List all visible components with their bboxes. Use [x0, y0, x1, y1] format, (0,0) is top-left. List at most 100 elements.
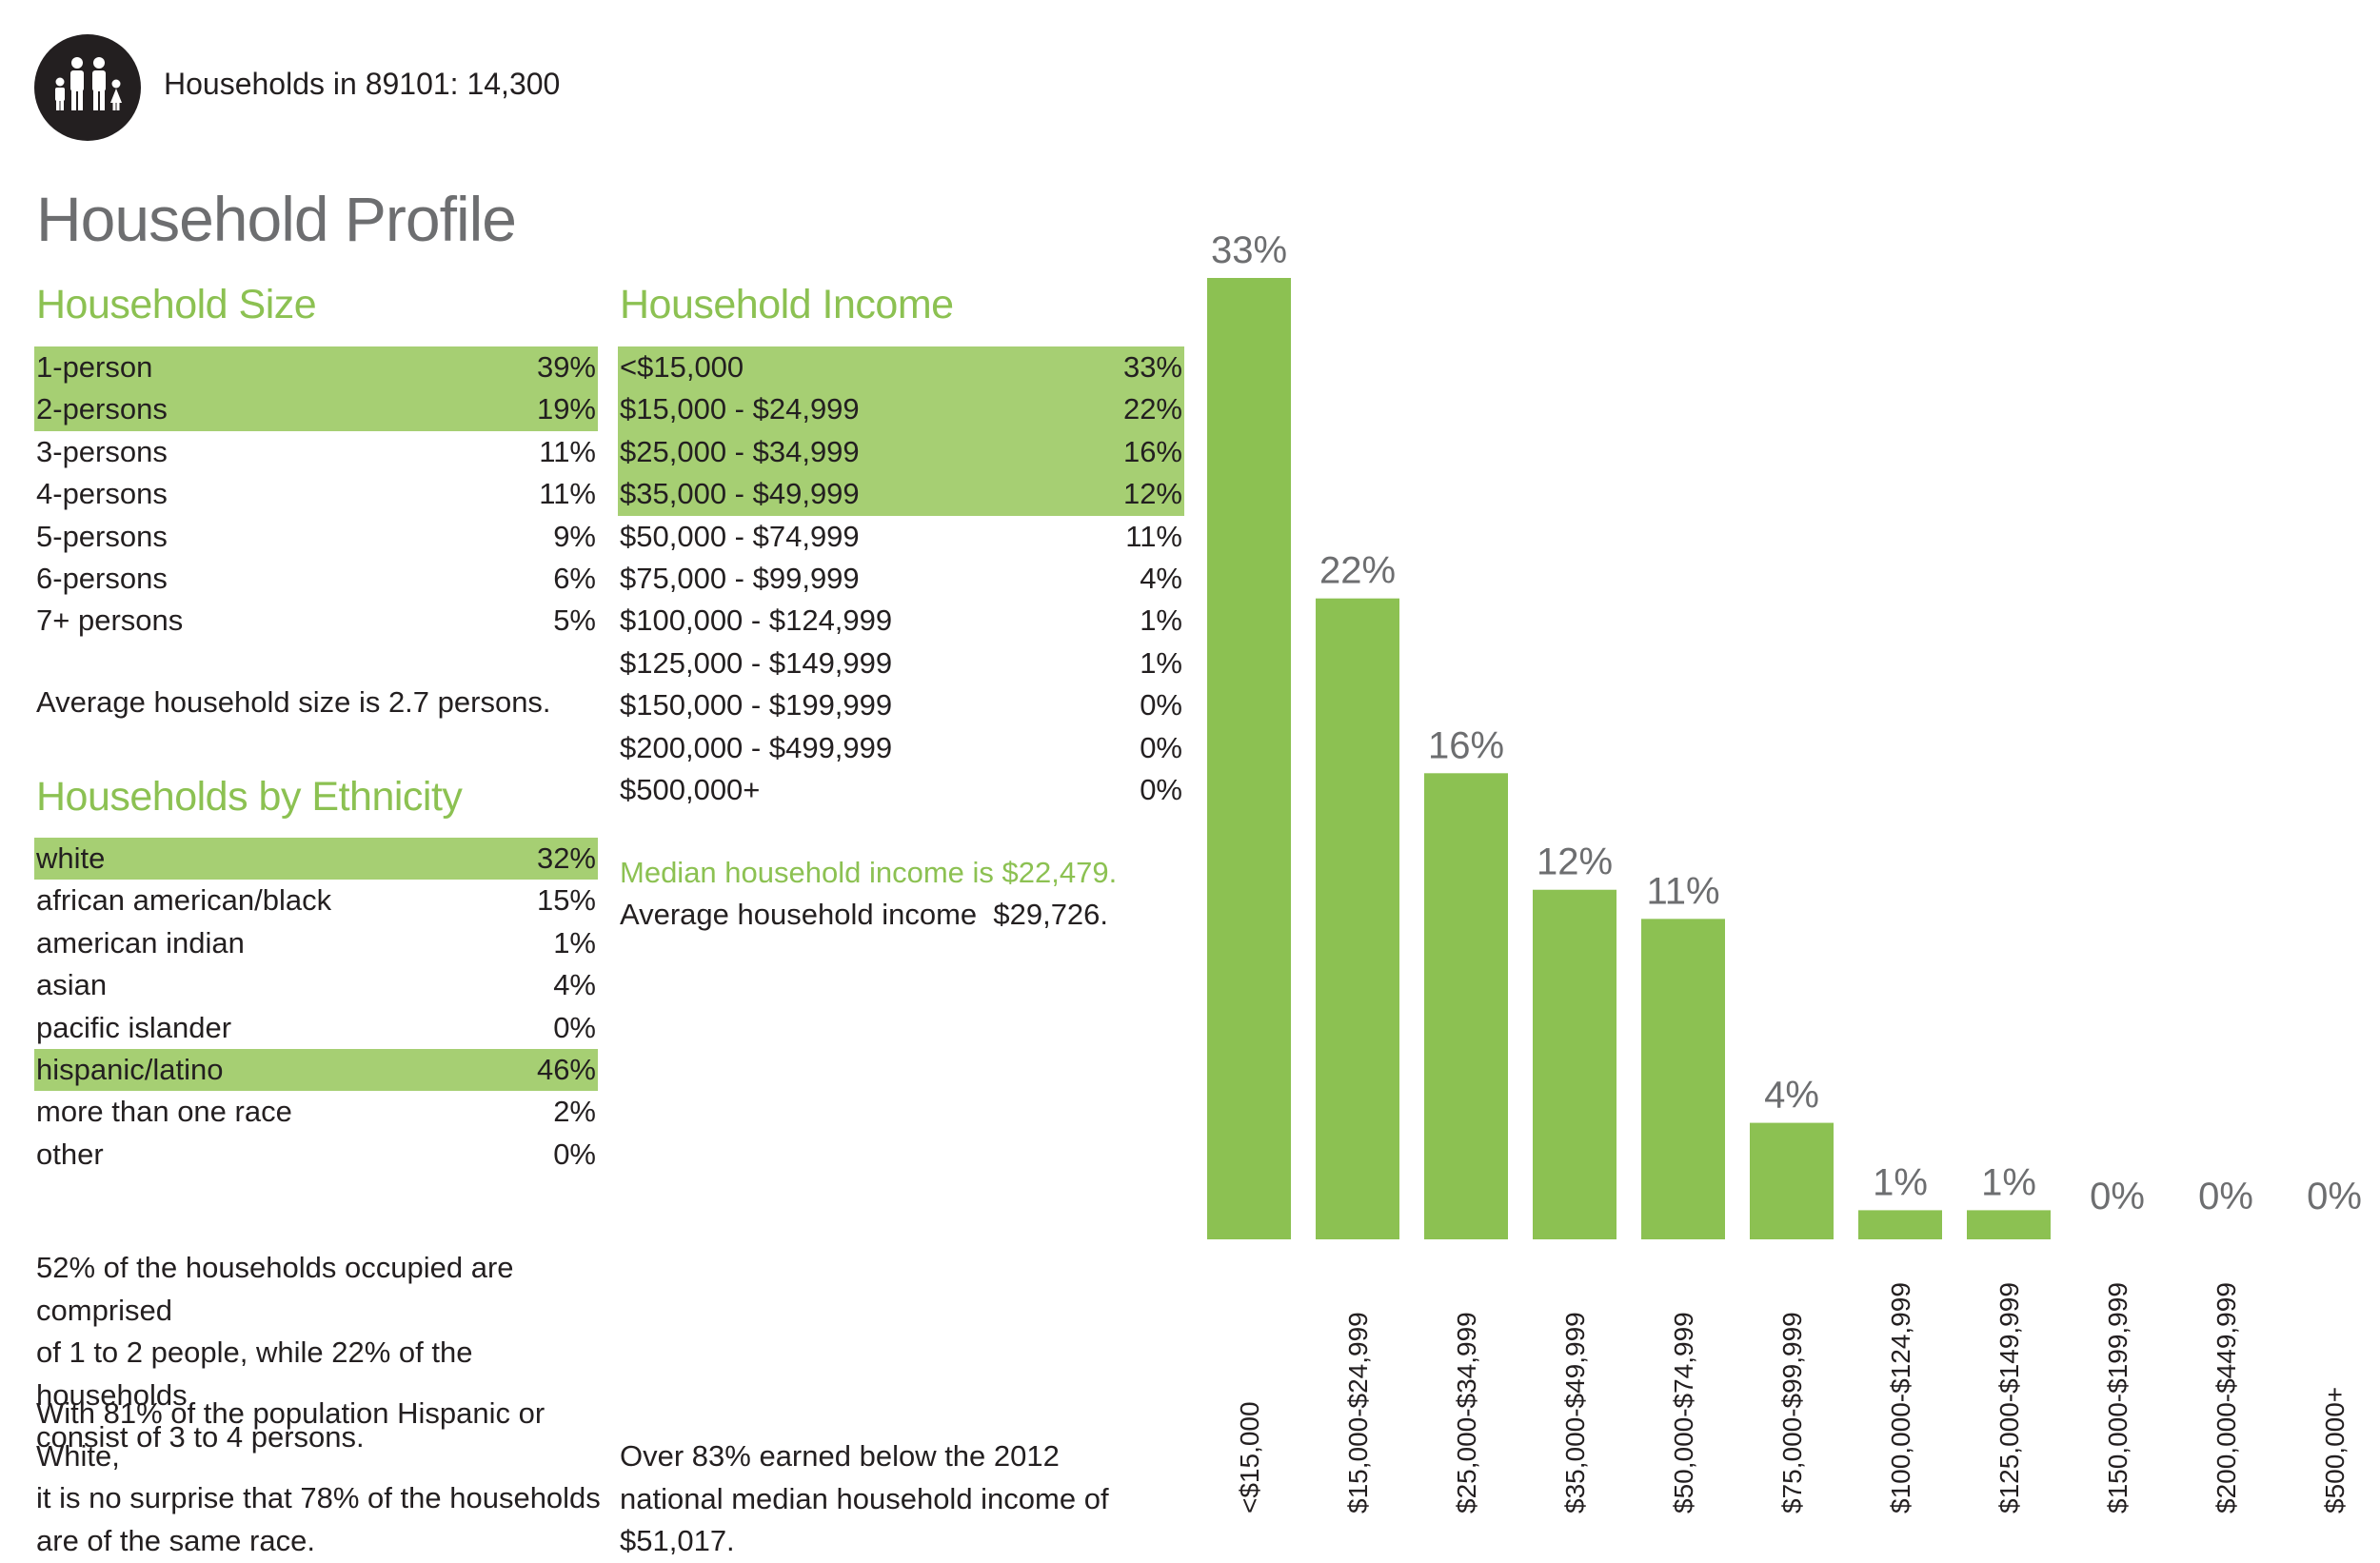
- income-row-value: 1%: [1140, 645, 1182, 680]
- income-row-label: $50,000 - $74,999: [620, 519, 860, 553]
- income-row: $200,000 - $499,999 0%: [618, 727, 1184, 769]
- ethnicity-row-label: asian: [36, 968, 108, 1002]
- note-line: consist of 3 to 4 persons.: [36, 1420, 365, 1454]
- bar: [1207, 278, 1291, 1239]
- category-tick-label: $500,000+: [2320, 1387, 2350, 1514]
- income-row-value: 16%: [1122, 434, 1182, 468]
- income-row-value: 11%: [1125, 519, 1182, 553]
- bar: [1641, 919, 1725, 1239]
- note-line: Over 83% earned below the 2012: [620, 1439, 1060, 1473]
- ethnicity-row-label: hispanic/latino: [36, 1052, 224, 1086]
- category-tick-label: <$15,000: [1235, 1401, 1264, 1514]
- income-row-value: 12%: [1122, 477, 1182, 511]
- ethnicity-row-label: african american/black: [36, 883, 332, 918]
- ethnicity-row-value: 2%: [553, 1095, 596, 1129]
- ethnicity-row-label: more than one race: [36, 1095, 292, 1129]
- ethnicity-row: american indian 1%: [34, 922, 598, 964]
- income-row: $150,000 - $199,999 0%: [618, 684, 1184, 726]
- income-row: $100,000 - $124,999 1%: [618, 600, 1184, 642]
- category-tick-label: $100,000-$124,999: [1886, 1282, 1915, 1514]
- bar-value-label: 12%: [1537, 841, 1613, 883]
- income-row-value: 0%: [1140, 688, 1182, 722]
- bar-value-label: 0%: [2090, 1176, 2145, 1217]
- household-size-row-label: 4-persons: [36, 477, 168, 511]
- income-bar-chart: 33% <$15,000 22% $15,000-$24,999 16% $25,000-…: [1207, 229, 2362, 1514]
- household-size-row: 3-persons 11%: [34, 431, 598, 473]
- note-line: 52% of the households occupied are compr…: [36, 1251, 514, 1327]
- household-size-row: 4-persons 11%: [34, 473, 598, 515]
- household-size-row-label: 7+ persons: [36, 603, 184, 638]
- ethnicity-row-value: 0%: [553, 1137, 596, 1171]
- income-row-label: $100,000 - $124,999: [620, 603, 893, 638]
- household-size-row-label: 2-persons: [36, 392, 168, 426]
- bar-value-label: 33%: [1211, 229, 1287, 271]
- households-count: Households in 89101: 14,300: [164, 67, 561, 101]
- income-row-value: 4%: [1140, 561, 1182, 595]
- income-row-value: 1%: [1140, 603, 1182, 638]
- ethnicity-row: hispanic/latino 46%: [34, 1048, 598, 1092]
- median-income-note: Median household income is $22,479.: [620, 856, 1118, 889]
- ethnicity-row-value: 4%: [553, 968, 596, 1002]
- category-tick-label: $150,000-$199,999: [2103, 1282, 2132, 1514]
- income-row: $35,000 - $49,999 12%: [618, 473, 1184, 516]
- bar: [1316, 598, 1399, 1239]
- household-size-row: 2-persons 19%: [34, 388, 598, 431]
- income-row: $25,000 - $34,999 16%: [618, 430, 1184, 474]
- category-tick-label: $125,000-$149,999: [1994, 1282, 2024, 1514]
- household-size-row-label: 3-persons: [36, 434, 168, 468]
- household-size-title: Household Size: [36, 282, 317, 327]
- household-size-row-value: 5%: [553, 603, 596, 638]
- ethnicity-title: Households by Ethnicity: [36, 774, 463, 820]
- category-tick-label: $50,000-$74,999: [1669, 1312, 1698, 1514]
- bar: [1967, 1210, 2051, 1239]
- bar-value-label: 0%: [2307, 1176, 2362, 1217]
- bar: [1858, 1210, 1942, 1239]
- ethnicity-table: white 32% african american/black 15% america…: [34, 838, 598, 1176]
- ethnicity-row: white 32%: [34, 838, 598, 880]
- income-row-label: $75,000 - $99,999: [620, 561, 860, 595]
- bar-value-label: 1%: [1981, 1161, 2036, 1203]
- income-row-label: $125,000 - $149,999: [620, 645, 893, 680]
- ethnicity-row-value: 46%: [536, 1052, 596, 1086]
- category-tick-label: $35,000-$49,999: [1560, 1312, 1590, 1514]
- category-tick-label: $75,000-$99,999: [1777, 1312, 1807, 1514]
- household-size-row-label: 6-persons: [36, 561, 168, 595]
- income-row-value: 0%: [1140, 730, 1182, 764]
- ethnicity-row-label: american indian: [36, 925, 245, 960]
- income-row-label: $500,000+: [620, 772, 761, 806]
- income-row-value: 22%: [1122, 392, 1182, 426]
- average-income-note: Average household income $29,726.: [620, 898, 1109, 931]
- bar-value-label: 11%: [1646, 870, 1719, 912]
- income-row: $50,000 - $74,999 11%: [618, 516, 1184, 558]
- household-size-row-value: 39%: [536, 350, 596, 384]
- note-line: are of the same race.: [36, 1523, 315, 1557]
- income-row-label: <$15,000: [620, 350, 744, 384]
- income-summary-note: Over 83% earned below the 2012 national …: [620, 1435, 1210, 1563]
- income-row: $125,000 - $149,999 1%: [618, 643, 1184, 684]
- household-income-title: Household Income: [620, 282, 954, 327]
- family-icon-graphic: [55, 57, 122, 110]
- income-row: <$15,000 33%: [618, 346, 1184, 389]
- household-size-row-value: 19%: [536, 392, 596, 426]
- bar-value-label: 22%: [1319, 550, 1396, 592]
- income-row-label: $35,000 - $49,999: [620, 477, 860, 511]
- note-line: national median household income of $51,…: [620, 1481, 1109, 1558]
- household-size-row: 7+ persons 5%: [34, 600, 598, 642]
- bar: [1533, 889, 1616, 1239]
- ethnicity-row-label: pacific islander: [36, 1010, 232, 1044]
- income-row-label: $15,000 - $24,999: [620, 392, 860, 426]
- page-title: Household Profile: [36, 184, 517, 254]
- income-row-value: 0%: [1140, 772, 1182, 806]
- ethnicity-row: other 0%: [34, 1134, 598, 1176]
- ethnicity-row: asian 4%: [34, 964, 598, 1006]
- income-row-label: $25,000 - $34,999: [620, 434, 860, 468]
- size-summary-note: 52% of the households occupied are compr…: [36, 1247, 607, 1459]
- ethnicity-row-value: 1%: [553, 925, 596, 960]
- bar-value-label: 16%: [1428, 724, 1504, 766]
- household-size-row: 5-persons 9%: [34, 516, 598, 558]
- ethnicity-row: pacific islander 0%: [34, 1007, 598, 1049]
- income-row: $75,000 - $99,999 4%: [618, 558, 1184, 600]
- household-size-row-value: 11%: [539, 434, 596, 468]
- household-size-row-label: 5-persons: [36, 519, 168, 553]
- household-size-row-value: 9%: [553, 519, 596, 553]
